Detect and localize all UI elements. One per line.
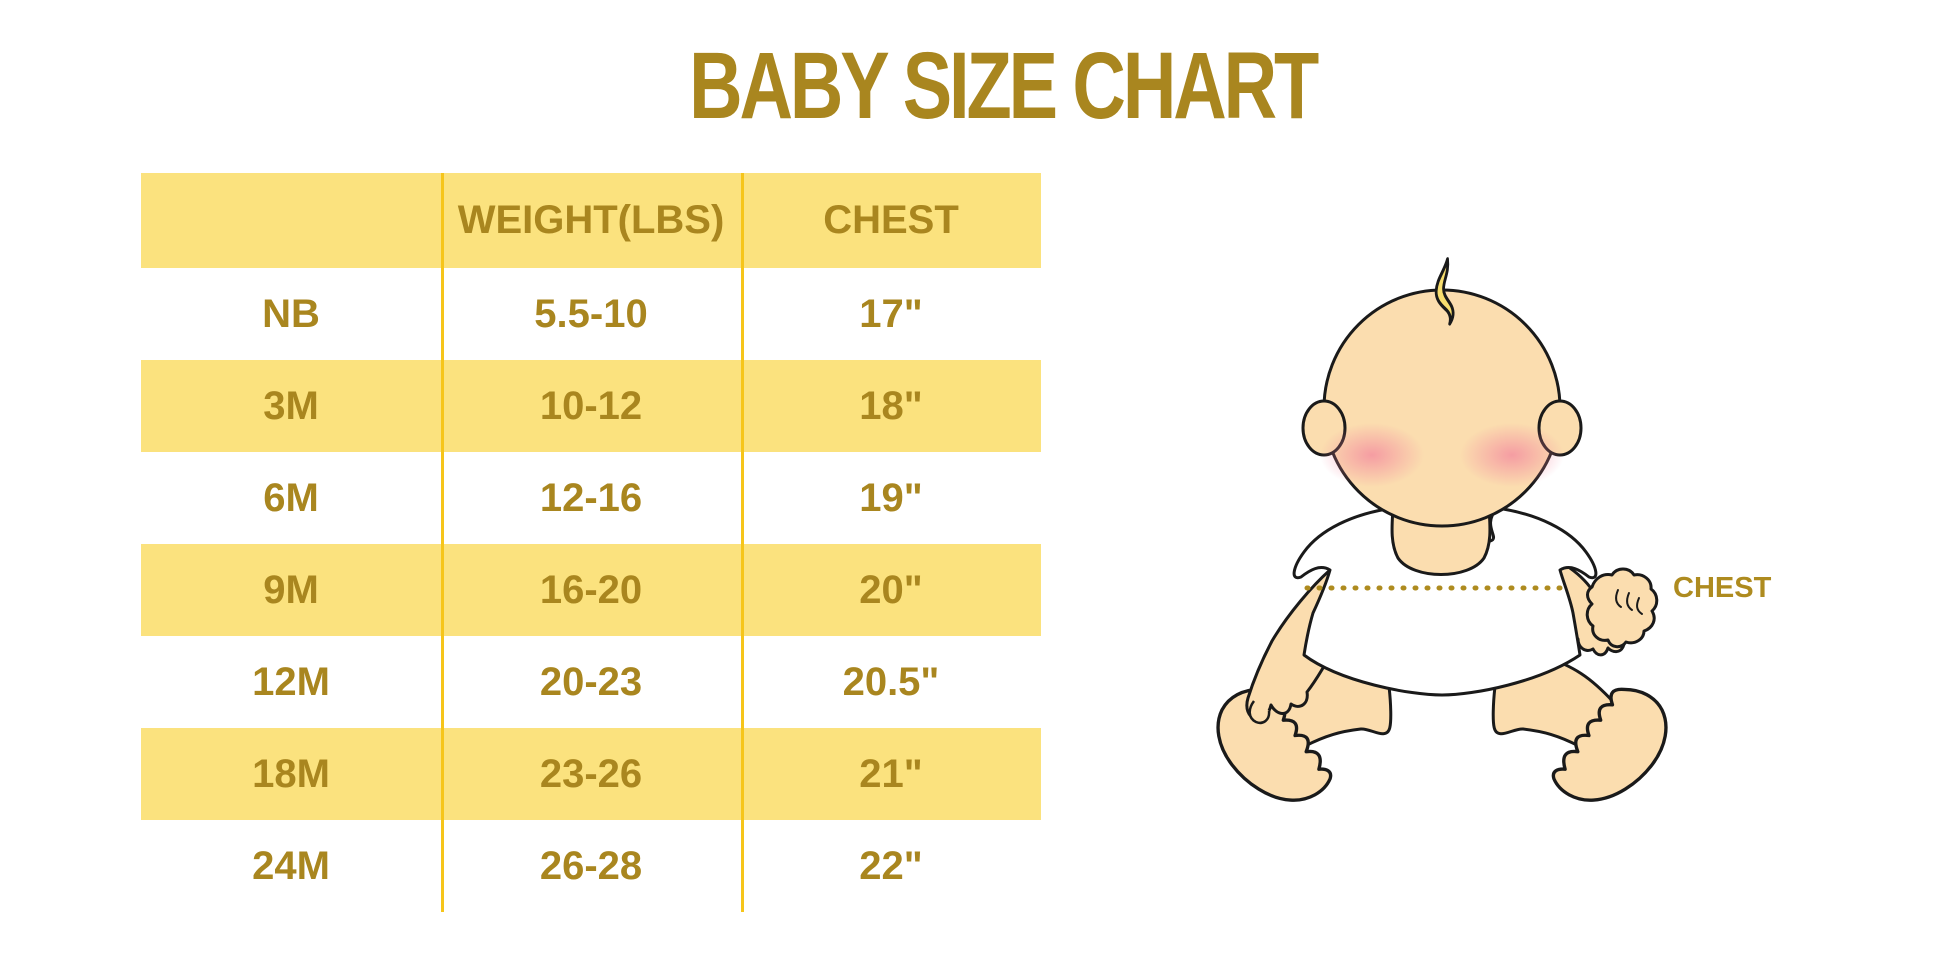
svg-text:CHEST: CHEST	[1673, 572, 1772, 604]
